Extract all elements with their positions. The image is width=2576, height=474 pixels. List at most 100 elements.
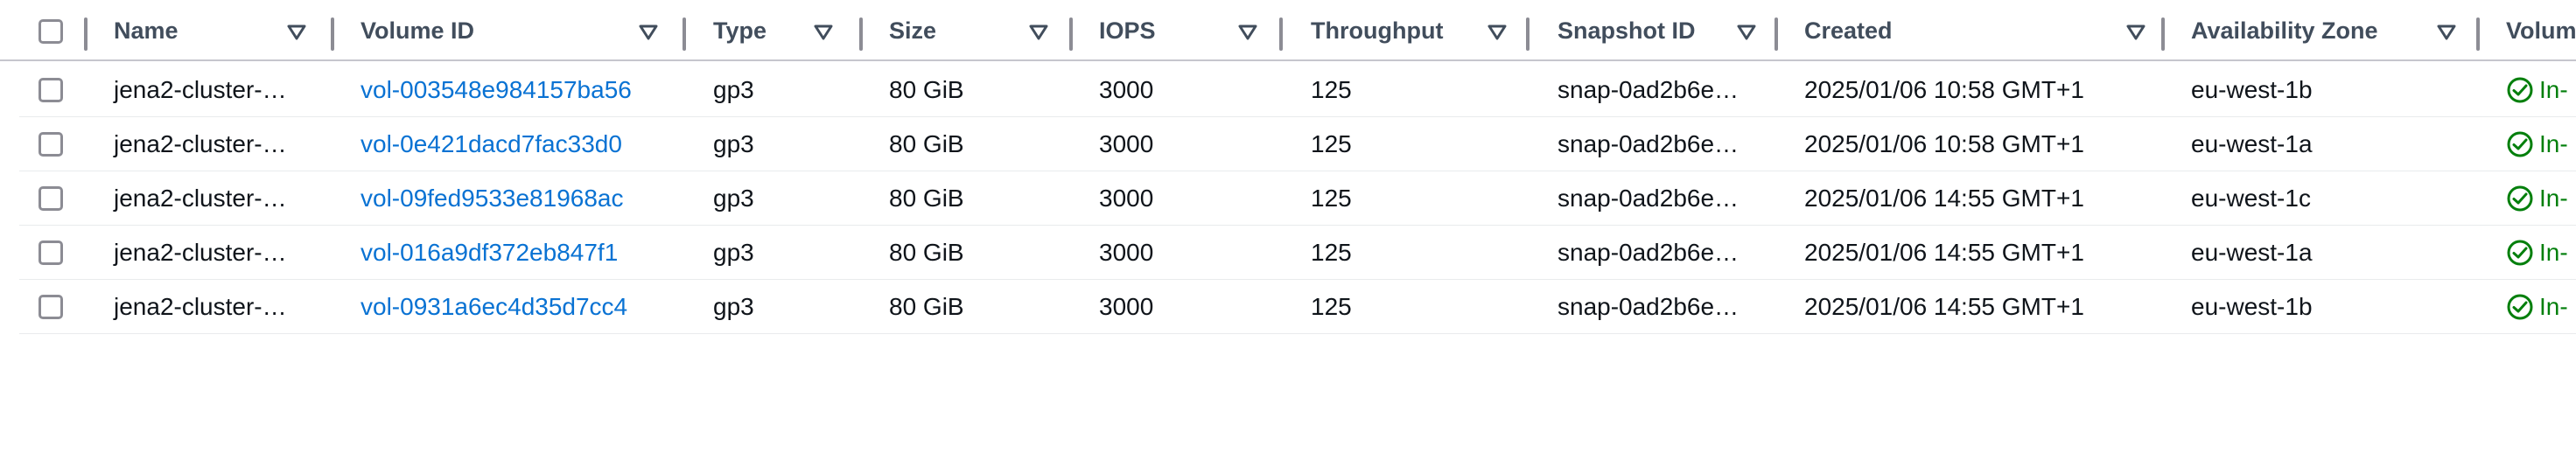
cell-size: 80 GiB bbox=[889, 293, 964, 320]
table-row[interactable]: jena2-cluster-… vol-016a9df372eb847f1 gp3 8… bbox=[19, 226, 2576, 280]
sort-caret-down-icon[interactable] bbox=[2437, 24, 2456, 40]
column-resize-handle[interactable] bbox=[2476, 17, 2480, 51]
sort-caret-down-icon[interactable] bbox=[1488, 24, 1507, 40]
cell-created: 2025/01/06 14:55 GMT+1 bbox=[1804, 185, 2084, 212]
cell-size: 80 GiB bbox=[889, 76, 964, 103]
cell-throughput: 125 bbox=[1311, 185, 1352, 212]
volume-state-label: In- bbox=[2539, 185, 2568, 212]
cell-throughput: 125 bbox=[1311, 130, 1352, 157]
sort-caret-down-icon[interactable] bbox=[1029, 24, 1048, 40]
column-header-size[interactable]: Size bbox=[889, 17, 937, 44]
sort-caret-down-icon[interactable] bbox=[1238, 24, 1257, 40]
select-all-checkbox[interactable] bbox=[38, 19, 63, 44]
check-circle-icon bbox=[2507, 240, 2533, 266]
column-header-name[interactable]: Name bbox=[114, 17, 178, 44]
cell-snapshot-id: snap-0ad2b6e… bbox=[1558, 185, 1740, 212]
cell-iops: 3000 bbox=[1099, 293, 1154, 320]
cell-type: gp3 bbox=[713, 239, 754, 266]
volume-state-status: In- bbox=[2506, 117, 2568, 171]
cell-type: gp3 bbox=[713, 130, 754, 157]
table-header: Name Volume ID Type Size IOPS Throughput Snaps… bbox=[0, 0, 2576, 61]
cell-created: 2025/01/06 14:55 GMT+1 bbox=[1804, 293, 2084, 320]
volume-id-link[interactable]: vol-0e421dacd7fac33d0 bbox=[360, 130, 622, 157]
column-resize-handle[interactable] bbox=[1526, 17, 1530, 51]
column-header-throughput[interactable]: Throughput bbox=[1311, 17, 1444, 44]
volume-id-link[interactable]: vol-003548e984157ba56 bbox=[360, 76, 632, 103]
cell-size: 80 GiB bbox=[889, 239, 964, 266]
row-select-checkbox[interactable] bbox=[38, 186, 63, 211]
table-row[interactable]: jena2-cluster-… vol-0931a6ec4d35d7cc4 gp3 8… bbox=[19, 280, 2576, 334]
cell-snapshot-id: snap-0ad2b6e… bbox=[1558, 130, 1740, 157]
cell-throughput: 125 bbox=[1311, 76, 1352, 103]
sort-caret-down-icon[interactable] bbox=[2126, 24, 2146, 40]
volume-state-label: In- bbox=[2539, 239, 2568, 266]
table-row[interactable]: jena2-cluster-… vol-0e421dacd7fac33d0 gp3 8… bbox=[19, 117, 2576, 171]
cell-snapshot-id: snap-0ad2b6e… bbox=[1558, 76, 1740, 103]
cell-created: 2025/01/06 10:58 GMT+1 bbox=[1804, 76, 2084, 103]
column-header-snapshot-id[interactable]: Snapshot ID bbox=[1558, 17, 1696, 44]
cell-name: jena2-cluster-… bbox=[114, 130, 287, 157]
cell-iops: 3000 bbox=[1099, 185, 1154, 212]
column-resize-handle[interactable] bbox=[2161, 17, 2165, 51]
cell-throughput: 125 bbox=[1311, 293, 1352, 320]
table-row[interactable]: jena2-cluster-… vol-003548e984157ba56 gp3 8… bbox=[19, 63, 2576, 117]
volume-state-status: In- bbox=[2506, 280, 2568, 334]
cell-type: gp3 bbox=[713, 76, 754, 103]
cell-iops: 3000 bbox=[1099, 130, 1154, 157]
volume-id-link[interactable]: vol-09fed9533e81968ac bbox=[360, 185, 624, 212]
check-circle-icon bbox=[2507, 77, 2533, 103]
cell-size: 80 GiB bbox=[889, 130, 964, 157]
column-resize-handle[interactable] bbox=[682, 17, 686, 51]
column-header-volume-state[interactable]: Volum bbox=[2506, 17, 2576, 44]
cell-snapshot-id: snap-0ad2b6e… bbox=[1558, 293, 1740, 320]
check-circle-icon bbox=[2507, 294, 2533, 320]
sort-caret-down-icon[interactable] bbox=[814, 24, 833, 40]
cell-throughput: 125 bbox=[1311, 239, 1352, 266]
cell-snapshot-id: snap-0ad2b6e… bbox=[1558, 239, 1740, 266]
column-header-iops[interactable]: IOPS bbox=[1099, 17, 1156, 44]
volume-state-status: In- bbox=[2506, 63, 2568, 117]
column-header-created[interactable]: Created bbox=[1804, 17, 1893, 44]
row-select-checkbox[interactable] bbox=[38, 78, 63, 102]
row-select-checkbox[interactable] bbox=[38, 295, 63, 319]
row-select-checkbox[interactable] bbox=[38, 132, 63, 157]
cell-iops: 3000 bbox=[1099, 239, 1154, 266]
cell-name: jena2-cluster-… bbox=[114, 293, 287, 320]
volume-state-status: In- bbox=[2506, 171, 2568, 226]
column-resize-handle[interactable] bbox=[1279, 17, 1283, 51]
volume-state-label: In- bbox=[2539, 293, 2568, 320]
column-resize-handle[interactable] bbox=[1774, 17, 1778, 51]
row-select-checkbox[interactable] bbox=[38, 240, 63, 265]
check-circle-icon bbox=[2507, 131, 2533, 157]
cell-availability-zone: eu-west-1b bbox=[2191, 293, 2313, 320]
cell-size: 80 GiB bbox=[889, 185, 964, 212]
volume-id-link[interactable]: vol-0931a6ec4d35d7cc4 bbox=[360, 293, 628, 320]
column-resize-handle[interactable] bbox=[84, 17, 88, 51]
volume-state-status: In- bbox=[2506, 226, 2568, 280]
column-header-volume-id[interactable]: Volume ID bbox=[360, 17, 475, 44]
cell-name: jena2-cluster-… bbox=[114, 185, 287, 212]
column-resize-handle[interactable] bbox=[331, 17, 334, 51]
column-header-availability-zone[interactable]: Availability Zone bbox=[2191, 17, 2378, 44]
cell-availability-zone: eu-west-1b bbox=[2191, 76, 2313, 103]
cell-availability-zone: eu-west-1c bbox=[2191, 185, 2311, 212]
sort-caret-down-icon[interactable] bbox=[287, 24, 306, 40]
column-header-type[interactable]: Type bbox=[713, 17, 767, 44]
volume-state-label: In- bbox=[2539, 76, 2568, 103]
cell-name: jena2-cluster-… bbox=[114, 76, 287, 103]
cell-created: 2025/01/06 14:55 GMT+1 bbox=[1804, 239, 2084, 266]
sort-caret-down-icon[interactable] bbox=[1737, 24, 1756, 40]
table-row[interactable]: jena2-cluster-… vol-09fed9533e81968ac gp3 8… bbox=[19, 171, 2576, 226]
sort-caret-down-icon[interactable] bbox=[639, 24, 658, 40]
volume-state-label: In- bbox=[2539, 130, 2568, 157]
column-resize-handle[interactable] bbox=[859, 17, 863, 51]
cell-availability-zone: eu-west-1a bbox=[2191, 239, 2313, 266]
column-resize-handle[interactable] bbox=[1069, 17, 1073, 51]
cell-type: gp3 bbox=[713, 185, 754, 212]
cell-availability-zone: eu-west-1a bbox=[2191, 130, 2313, 157]
volume-id-link[interactable]: vol-016a9df372eb847f1 bbox=[360, 239, 619, 266]
check-circle-icon bbox=[2507, 185, 2533, 212]
cell-type: gp3 bbox=[713, 293, 754, 320]
cell-name: jena2-cluster-… bbox=[114, 239, 287, 266]
